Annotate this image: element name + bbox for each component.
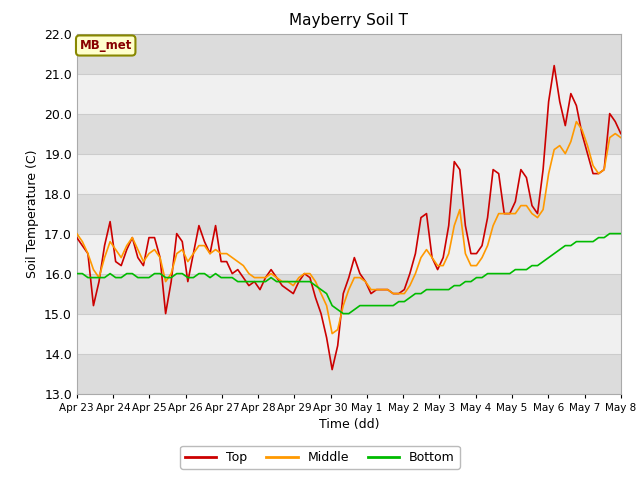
Bar [77,73,621,114]
Bar [77,193,621,234]
Text: MB_met: MB_met [79,39,132,52]
Bar [77,234,621,274]
X-axis label: Time (dd): Time (dd) [319,418,379,431]
Bar [77,154,621,193]
Bar [77,354,621,394]
Bar [77,274,621,313]
Y-axis label: Soil Temperature (C): Soil Temperature (C) [26,149,38,278]
Bar [77,114,621,154]
Bar [77,313,621,354]
Title: Mayberry Soil T: Mayberry Soil T [289,13,408,28]
Bar [77,34,621,73]
Legend: Top, Middle, Bottom: Top, Middle, Bottom [180,446,460,469]
